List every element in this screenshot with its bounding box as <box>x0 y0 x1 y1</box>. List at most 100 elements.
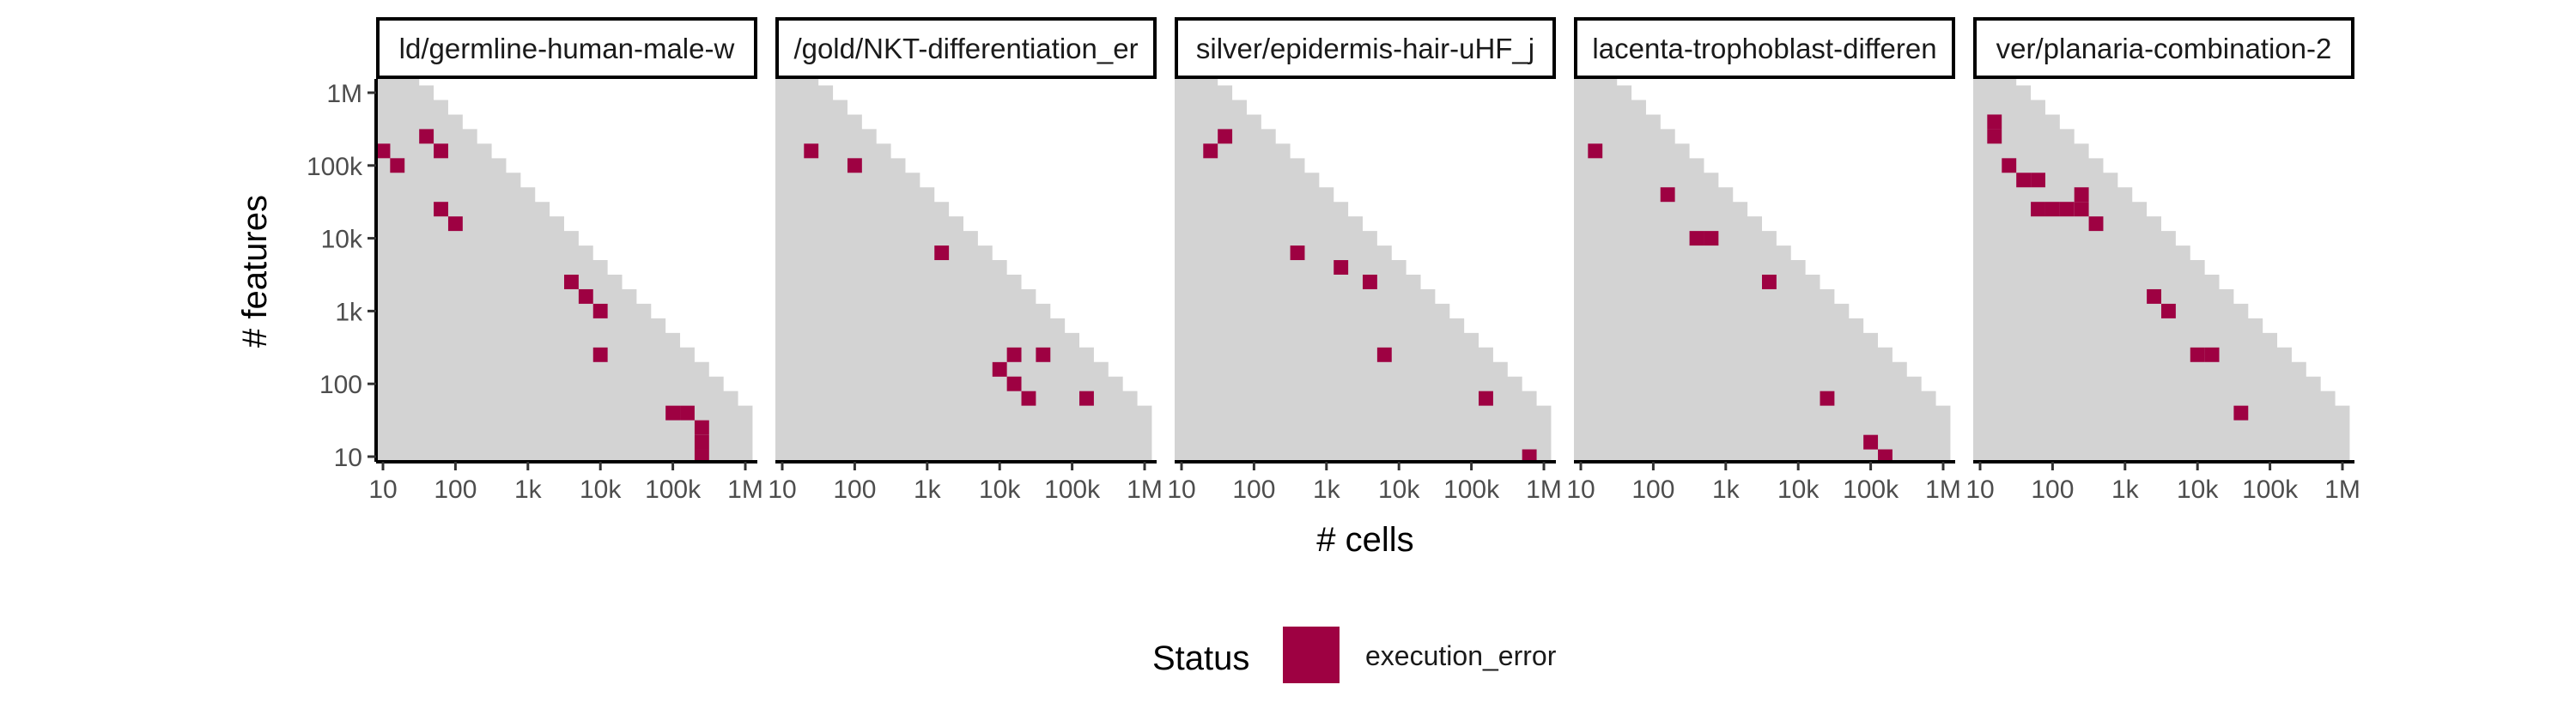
tested-region <box>1574 79 1951 462</box>
x-tick-label: 100k <box>1843 476 1899 504</box>
error-tile <box>592 303 608 318</box>
y-tick-label: 100 <box>319 371 362 399</box>
error-tile <box>434 143 448 159</box>
y-tick-label: 100k <box>307 153 363 181</box>
error-tiles <box>804 143 1094 406</box>
facet-title: ver/planaria-combination-2 <box>1996 33 2332 64</box>
facet-title: lacenta-trophoblast-differen <box>1592 33 1936 64</box>
error-tile <box>680 405 695 421</box>
tested-area <box>1574 79 1951 462</box>
legend-title: Status <box>1152 639 1249 677</box>
error-tile <box>1203 143 1218 159</box>
error-tile <box>2088 216 2104 232</box>
x-tick-label: 10k <box>979 476 1021 504</box>
facet-strip: silver/epidermis-hair-uHF_j <box>1175 17 1556 79</box>
error-tile <box>1376 347 1392 362</box>
facet-strip: lacenta-trophoblast-differen <box>1574 17 1955 79</box>
error-tile <box>1761 274 1777 289</box>
tested-region <box>1973 79 2350 462</box>
strip-box <box>376 17 757 79</box>
legend-swatch <box>1283 627 1340 683</box>
facet-panel: ver/planaria-combination-2 10 100 1k 10k 100k… <box>1965 17 2360 504</box>
y-tick-label: 10k <box>321 226 363 254</box>
error-tile <box>390 158 405 173</box>
strip-box <box>1973 17 2354 79</box>
error-tile <box>2204 347 2220 362</box>
error-tile <box>1479 391 1493 406</box>
error-tile <box>1290 245 1305 261</box>
error-tile <box>665 405 681 421</box>
x-tick-label: 1k <box>1712 476 1741 504</box>
error-tile <box>1362 274 1377 289</box>
error-tile <box>1660 187 1675 203</box>
y-tick-label: 1k <box>335 298 363 326</box>
x-tick-label: 10 <box>368 476 397 504</box>
x-tick-label: 10 <box>1167 476 1195 504</box>
tested-region <box>376 79 753 462</box>
error-tile <box>694 449 709 462</box>
x-tick-label: 1M <box>1925 476 1961 504</box>
error-tile <box>1987 114 2002 130</box>
x-tick-label: 1k <box>1313 476 1341 504</box>
error-tile <box>1079 391 1094 406</box>
x-axis-title: # cells <box>1316 521 1413 559</box>
error-tile <box>2031 202 2045 217</box>
tested-region <box>1175 79 1552 462</box>
x-tick-label: 100k <box>1044 476 1101 504</box>
x-tick-label: 1k <box>2111 476 2140 504</box>
x-tick-label: 10 <box>1965 476 1994 504</box>
error-tiles <box>1588 143 1893 462</box>
error-tile <box>1863 434 1879 450</box>
error-tile <box>578 288 593 304</box>
facet-strip: ver/planaria-combination-2 <box>1973 17 2354 79</box>
error-tile <box>1522 449 1537 462</box>
strip-box <box>775 17 1157 79</box>
x-tick-label: 100 <box>1232 476 1275 504</box>
error-tile <box>2044 202 2060 217</box>
facet-title: /gold/NKT-differentiation_er <box>793 33 1138 64</box>
error-tile <box>2190 347 2205 362</box>
strip-box <box>1175 17 1556 79</box>
error-tile <box>434 202 448 217</box>
error-tile <box>804 143 819 159</box>
x-tick-label: 1M <box>1127 476 1163 504</box>
error-tile <box>1006 376 1022 391</box>
legend: Status execution_error <box>1152 627 1557 683</box>
error-tile <box>1704 231 1719 246</box>
error-tiles <box>1203 129 1537 462</box>
x-tick-label: 1k <box>514 476 543 504</box>
tested-area <box>1175 79 1552 462</box>
x-tick-label: 10 <box>768 476 796 504</box>
error-tile <box>447 216 463 232</box>
strip-box <box>1574 17 1955 79</box>
tested-area <box>376 79 753 462</box>
error-tile <box>1036 347 1051 362</box>
error-tile <box>2016 173 2032 188</box>
error-tile <box>2233 405 2249 421</box>
error-tile <box>2059 202 2075 217</box>
x-tick-label: 10k <box>2177 476 2219 504</box>
facet-strip: ld/germline-human-male-w <box>376 17 757 79</box>
error-tile <box>1878 449 1893 462</box>
facet-panel: lacenta-trophoblast-differen 10 100 1k 10k 10… <box>1566 17 1961 504</box>
error-tile <box>1588 143 1603 159</box>
error-tile <box>1987 129 2002 144</box>
error-tile <box>419 129 434 144</box>
error-tile <box>1218 129 1233 144</box>
x-tick-label: 1M <box>727 476 763 504</box>
y-axis-title: # features <box>236 195 274 348</box>
error-tile <box>1006 347 1022 362</box>
error-tile <box>2074 202 2089 217</box>
x-tick-label: 1k <box>914 476 942 504</box>
error-tile <box>1021 391 1036 406</box>
error-tile <box>1334 260 1349 276</box>
error-tile <box>934 245 950 261</box>
tested-region <box>775 79 1152 462</box>
legend-label: execution_error <box>1365 640 1557 671</box>
error-tile <box>2031 173 2045 188</box>
error-tile <box>847 158 862 173</box>
x-tick-label: 100k <box>2242 476 2299 504</box>
x-tick-label: 10k <box>580 476 622 504</box>
x-tick-label: 10k <box>1777 476 1820 504</box>
